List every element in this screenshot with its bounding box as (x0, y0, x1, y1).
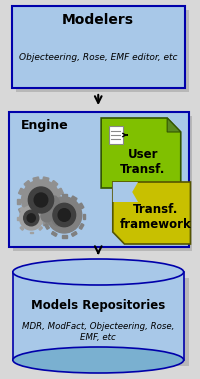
Bar (79, 203, 84, 209)
Circle shape (53, 214, 64, 226)
Bar (52, 232, 57, 236)
FancyBboxPatch shape (13, 116, 192, 251)
Bar (52, 180, 58, 186)
Circle shape (53, 203, 76, 227)
Text: MDR, ModFact, Objecteering, Rose,
EMF, etc: MDR, ModFact, Objecteering, Rose, EMF, e… (22, 322, 174, 341)
Circle shape (20, 206, 43, 230)
Bar (43, 221, 49, 226)
Circle shape (47, 197, 82, 233)
Text: Engine: Engine (21, 119, 68, 132)
Bar (62, 194, 67, 197)
Bar (39, 227, 42, 230)
Circle shape (27, 214, 35, 222)
FancyBboxPatch shape (19, 278, 189, 366)
Bar (33, 177, 39, 181)
Bar (39, 207, 42, 211)
Text: Modelers: Modelers (62, 13, 134, 27)
FancyBboxPatch shape (9, 112, 189, 247)
Bar (52, 216, 58, 222)
Ellipse shape (13, 347, 184, 373)
Bar (43, 177, 49, 181)
Bar (62, 199, 65, 204)
Circle shape (58, 209, 70, 221)
Bar (58, 208, 63, 215)
Bar (17, 217, 19, 221)
Bar (52, 196, 57, 201)
FancyBboxPatch shape (13, 272, 184, 360)
Bar (30, 232, 33, 233)
Polygon shape (101, 118, 181, 188)
Bar (45, 203, 49, 209)
Polygon shape (113, 182, 190, 244)
Text: Transf.
framework: Transf. framework (120, 203, 191, 231)
Circle shape (41, 210, 53, 222)
Text: Objecteering, Rose, EMF editor, etc: Objecteering, Rose, EMF editor, etc (19, 53, 177, 63)
Bar (19, 208, 24, 215)
Bar (17, 199, 20, 204)
Bar (79, 224, 84, 229)
Circle shape (34, 193, 48, 207)
FancyBboxPatch shape (109, 126, 123, 144)
Bar (24, 180, 30, 186)
Bar (33, 221, 39, 226)
Text: User
Transf.: User Transf. (120, 148, 166, 176)
Ellipse shape (13, 259, 184, 285)
Bar (58, 188, 63, 194)
Bar (19, 188, 24, 194)
FancyBboxPatch shape (16, 10, 189, 92)
Polygon shape (167, 118, 181, 132)
Text: Models Repositories: Models Repositories (31, 299, 165, 312)
Bar (30, 204, 33, 206)
Bar (71, 196, 77, 201)
Circle shape (22, 180, 60, 220)
Bar (71, 232, 77, 236)
Bar (44, 217, 45, 221)
Circle shape (28, 187, 54, 213)
FancyBboxPatch shape (12, 6, 185, 88)
Bar (24, 216, 30, 222)
Bar (20, 207, 24, 211)
Bar (43, 214, 46, 219)
Bar (62, 235, 67, 238)
Bar (83, 214, 85, 219)
Polygon shape (113, 182, 138, 202)
Bar (20, 227, 24, 230)
Circle shape (24, 210, 39, 226)
Bar (45, 224, 49, 229)
Circle shape (46, 196, 59, 210)
